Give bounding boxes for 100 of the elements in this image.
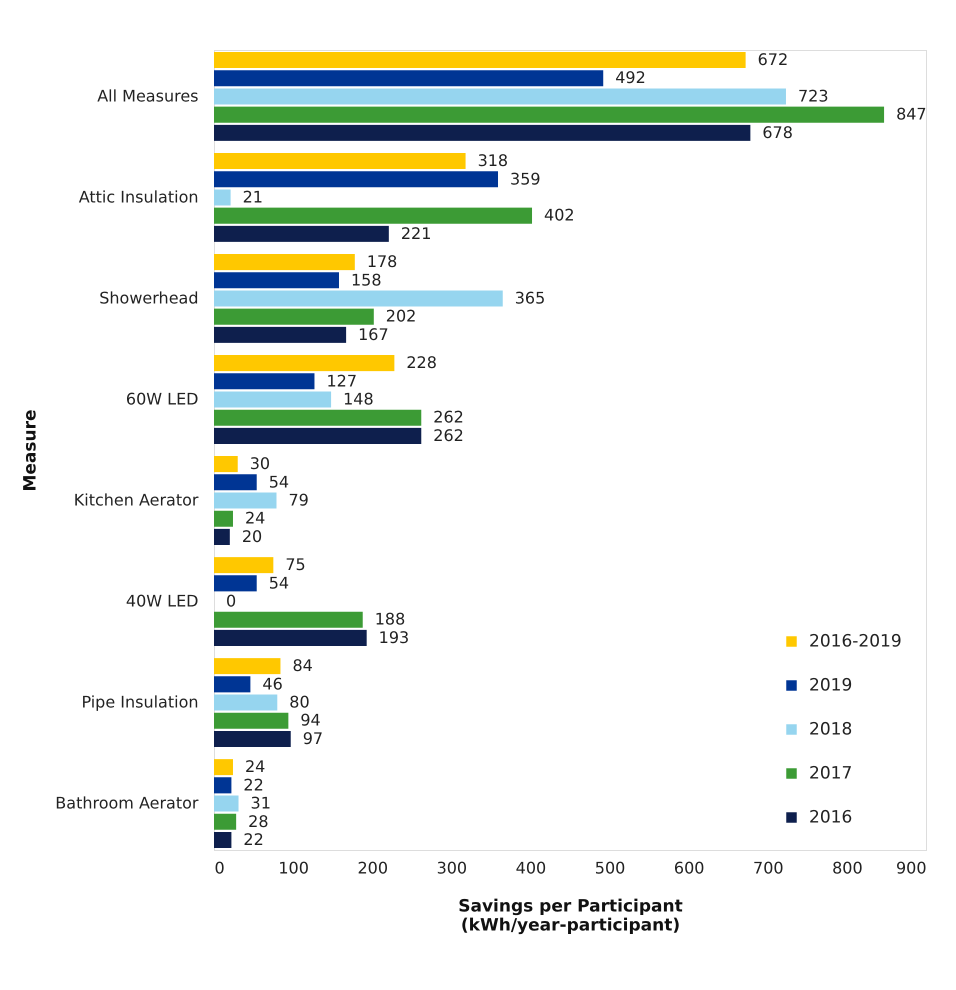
x-tick-label: 700: [753, 858, 784, 878]
data-label: 228: [406, 353, 437, 372]
bar: [214, 124, 750, 141]
bar: [214, 777, 232, 794]
bar: [214, 694, 278, 711]
x-tick-label: 100: [278, 858, 309, 878]
bar: [214, 492, 276, 509]
bar: [214, 326, 346, 343]
data-label: 847: [896, 104, 927, 124]
bar: [214, 630, 367, 646]
y-tick-label: Attic Insulation: [78, 187, 198, 206]
data-label: 359: [510, 169, 541, 188]
legend-label: 2016: [809, 808, 852, 828]
bar: [214, 796, 239, 812]
data-label: 188: [374, 610, 406, 629]
data-label: 221: [400, 224, 432, 243]
y-tick-label: Bathroom Aerator: [55, 794, 199, 813]
bar: [214, 88, 786, 104]
data-label: 46: [262, 674, 283, 694]
bar: [214, 759, 233, 776]
data-label: 94: [300, 710, 321, 730]
data-label: 148: [343, 389, 374, 408]
data-label: 365: [514, 288, 546, 308]
bar: [214, 712, 288, 729]
bar: [214, 254, 355, 270]
data-label: 202: [386, 306, 416, 326]
data-label: 54: [268, 472, 290, 492]
bar: [214, 171, 498, 188]
bar: [214, 557, 274, 574]
bar: [214, 730, 291, 747]
bar: [214, 428, 422, 444]
bar: [214, 474, 257, 490]
bar: [214, 308, 374, 325]
legend-label: 2019: [809, 676, 852, 696]
y-tick-label: All Measures: [97, 86, 198, 106]
bar: [214, 676, 250, 692]
data-label: 20: [242, 526, 262, 546]
data-label: 21: [242, 187, 263, 206]
data-label: 75: [285, 555, 306, 574]
data-label: 24: [244, 508, 266, 528]
bar: [214, 189, 231, 206]
x-tick-label: 0: [214, 858, 225, 878]
bar: [214, 52, 746, 68]
data-label: 79: [288, 490, 309, 510]
data-label: 178: [366, 252, 398, 272]
x-tick-label: 800: [832, 858, 863, 878]
x-tick-label: 500: [594, 858, 626, 878]
bar: [214, 814, 236, 830]
data-label: 318: [478, 151, 508, 170]
data-label: 84: [292, 656, 313, 676]
bar: [214, 456, 238, 472]
data-label: 167: [358, 324, 389, 344]
data-label: 678: [762, 122, 793, 142]
x-tick-label: 600: [674, 858, 704, 878]
data-label: 127: [326, 371, 358, 390]
legend-label: 2017: [809, 764, 852, 784]
bar: [214, 391, 332, 408]
bar: [214, 510, 233, 527]
x-tick-label: 900: [896, 858, 926, 878]
bar: [214, 290, 503, 306]
bar: [214, 70, 604, 86]
data-label: 31: [250, 794, 271, 813]
x-tick-label: 200: [357, 858, 388, 878]
bar: [214, 208, 532, 224]
x-axis-title: Savings per Participant (kWh/year-participant): [458, 896, 683, 936]
data-label: 22: [243, 830, 264, 849]
bar: [214, 226, 389, 242]
y-axis-title: Measure: [20, 409, 40, 492]
data-label: 492: [615, 68, 646, 88]
data-label: 193: [378, 628, 410, 647]
legend-label: 2016-2019: [809, 632, 902, 652]
bar: [214, 575, 257, 592]
data-label: 30: [250, 454, 270, 474]
bar: [214, 410, 422, 426]
bar: [214, 355, 394, 372]
data-label: 723: [798, 86, 829, 106]
y-tick-label: 40W LED: [126, 592, 198, 611]
data-label: 262: [433, 426, 464, 445]
legend-label: 2018: [809, 720, 852, 740]
y-tick-label: Pipe Insulation: [81, 692, 198, 712]
bar: [214, 658, 280, 674]
bar: [214, 373, 314, 390]
bar: [214, 612, 363, 628]
data-label: 158: [350, 270, 382, 290]
data-label: 22: [243, 775, 264, 794]
x-tick-label: 300: [436, 858, 468, 878]
data-label: 262: [433, 408, 464, 427]
bar: [214, 106, 884, 123]
data-label: 402: [544, 206, 575, 225]
x-tick-label: 400: [516, 858, 546, 878]
data-label: 672: [758, 50, 788, 70]
y-tick-label: 60W LED: [126, 389, 198, 408]
bar: [214, 832, 232, 848]
y-tick-label: Showerhead: [99, 288, 198, 308]
data-label: 24: [244, 757, 266, 776]
bar: [214, 528, 230, 545]
data-label: 0: [226, 592, 236, 611]
data-label: 54: [268, 573, 290, 592]
data-label: 80: [289, 692, 310, 712]
data-label: 97: [302, 728, 324, 748]
